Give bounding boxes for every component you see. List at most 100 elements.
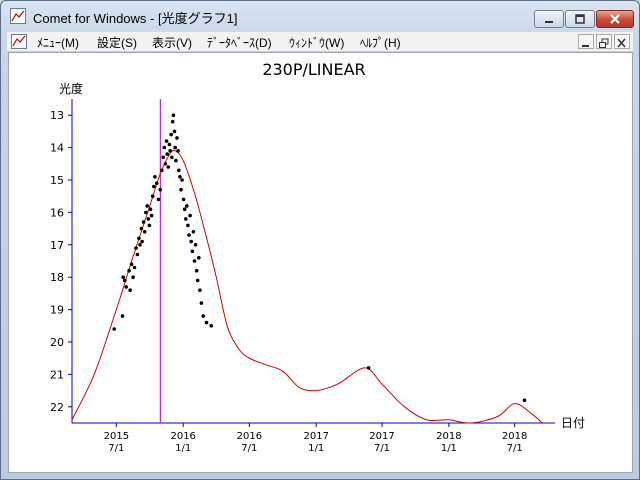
observation-point bbox=[132, 265, 137, 270]
x-tick-year: 2017 bbox=[369, 431, 394, 442]
y-tick-label: 14 bbox=[50, 142, 64, 155]
observation-point bbox=[187, 233, 191, 237]
observation-point bbox=[167, 142, 172, 147]
menu-bar: ﾒﾆｭｰ(M) 設定(S) 表示(V) ﾃﾞｰﾀﾍﾞｰｽ(D) ｳｨﾝﾄﾞｳ(W… bbox=[7, 32, 633, 52]
observation-point bbox=[139, 226, 144, 231]
observation-point bbox=[134, 246, 138, 250]
menu-item-settings[interactable]: 設定(S) bbox=[97, 36, 137, 50]
y-tick-label: 18 bbox=[50, 271, 64, 284]
y-tick-label: 17 bbox=[50, 239, 64, 252]
minimize-button[interactable] bbox=[534, 10, 564, 28]
observation-point bbox=[138, 243, 142, 247]
x-tick-year: 2015 bbox=[104, 431, 129, 442]
observation-point bbox=[148, 207, 153, 211]
x-tick-date: 1/1 bbox=[308, 443, 324, 454]
observation-point bbox=[174, 158, 178, 163]
restore-icon bbox=[599, 38, 609, 48]
light-curve-chart: 230P/LINEAR 光度 日付 13 14 15 16 17 18 19 20 21 22 20… bbox=[50, 60, 585, 454]
observation-point bbox=[172, 129, 177, 134]
observation-point bbox=[366, 366, 371, 370]
maximize-icon bbox=[575, 14, 585, 24]
close-button[interactable] bbox=[596, 10, 634, 28]
observation-point bbox=[169, 132, 173, 137]
minimize-icon bbox=[545, 21, 553, 23]
observation-point bbox=[150, 194, 155, 198]
observation-point bbox=[165, 152, 169, 156]
observation-point bbox=[145, 204, 149, 208]
y-tick-label: 13 bbox=[50, 109, 64, 122]
menu-item-menu[interactable]: ﾒﾆｭｰ(M) bbox=[37, 36, 79, 50]
observation-point bbox=[195, 278, 200, 283]
observation-point bbox=[180, 178, 184, 182]
y-tick-label: 21 bbox=[50, 368, 64, 381]
observation-point bbox=[181, 197, 186, 202]
observation-point bbox=[199, 301, 204, 305]
observation-point bbox=[186, 223, 190, 228]
document-chart-icon[interactable] bbox=[11, 34, 27, 49]
observation-point bbox=[164, 139, 169, 143]
mdi-close-button[interactable] bbox=[614, 34, 630, 49]
observation-point bbox=[149, 213, 154, 218]
x-tick-date: 7/1 bbox=[108, 443, 124, 454]
x-tick-date: 7/1 bbox=[374, 443, 390, 454]
observation-point bbox=[144, 210, 148, 215]
observation-point bbox=[146, 217, 151, 221]
graph-area: 230P/LINEAR 光度 日付 13 14 15 16 17 18 19 20 21 22 20… bbox=[8, 52, 633, 473]
app-chart-icon[interactable] bbox=[10, 8, 26, 24]
observation-point bbox=[188, 213, 192, 218]
model-light-curve bbox=[71, 149, 543, 424]
observation-point bbox=[153, 175, 157, 179]
observation-point bbox=[120, 314, 125, 318]
observation-point bbox=[152, 184, 156, 189]
observation-point bbox=[191, 230, 196, 234]
x-tick-year: 2016 bbox=[170, 431, 195, 442]
observation-point bbox=[190, 249, 195, 254]
observation-point bbox=[173, 145, 177, 150]
x-tick-year: 2016 bbox=[237, 431, 262, 442]
observation-point bbox=[161, 155, 165, 160]
x-tick-date: 1/1 bbox=[441, 443, 457, 454]
close-icon bbox=[617, 38, 626, 48]
y-axis-label: 光度 bbox=[59, 81, 83, 96]
y-tick-label: 16 bbox=[50, 206, 64, 219]
menu-item-help[interactable]: ﾍﾙﾌﾟ(H) bbox=[360, 36, 401, 50]
observation-point bbox=[193, 243, 198, 247]
x-axis-label: 日付 bbox=[561, 416, 585, 430]
observation-point bbox=[185, 204, 189, 208]
x-tick-year: 2017 bbox=[303, 431, 328, 442]
y-tick-label: 19 bbox=[50, 304, 64, 317]
observation-point bbox=[171, 113, 176, 117]
observation-point bbox=[168, 149, 172, 153]
y-tick-label: 15 bbox=[50, 174, 64, 187]
observation-point bbox=[175, 136, 179, 140]
mdi-restore-button[interactable] bbox=[596, 34, 612, 49]
menu-item-database[interactable]: ﾃﾞｰﾀﾍﾞｰｽ(D) bbox=[207, 36, 272, 50]
title-bar[interactable]: Comet for Windows - [光度グラフ1] bbox=[1, 1, 639, 31]
observation-point bbox=[162, 145, 167, 150]
observation-point bbox=[142, 230, 147, 234]
x-tick-year: 2018 bbox=[502, 431, 527, 442]
observation-point bbox=[184, 217, 188, 221]
observation-point bbox=[522, 398, 527, 403]
observation-point bbox=[129, 262, 134, 266]
mdi-minimize-button[interactable] bbox=[578, 34, 594, 49]
observation-point bbox=[192, 259, 197, 263]
observation-point bbox=[127, 268, 131, 273]
maximize-button[interactable] bbox=[565, 10, 595, 28]
observation-point bbox=[179, 187, 183, 192]
window-title: Comet for Windows - [光度グラフ1] bbox=[33, 11, 238, 26]
observation-point bbox=[204, 320, 209, 325]
observation-point bbox=[122, 278, 127, 283]
x-tick-date: 7/1 bbox=[241, 443, 257, 454]
menu-item-view[interactable]: 表示(V) bbox=[152, 36, 192, 50]
chart-title: 230P/LINEAR bbox=[262, 60, 365, 79]
observation-point bbox=[137, 236, 141, 241]
observation-point bbox=[178, 175, 182, 179]
menu-item-window[interactable]: ｳｨﾝﾄﾞｳ(W) bbox=[289, 36, 345, 50]
minimize-icon bbox=[582, 45, 589, 47]
observation-point bbox=[194, 268, 199, 273]
observation-point bbox=[197, 256, 201, 260]
observation-point bbox=[158, 187, 163, 192]
observation-point bbox=[198, 288, 202, 292]
